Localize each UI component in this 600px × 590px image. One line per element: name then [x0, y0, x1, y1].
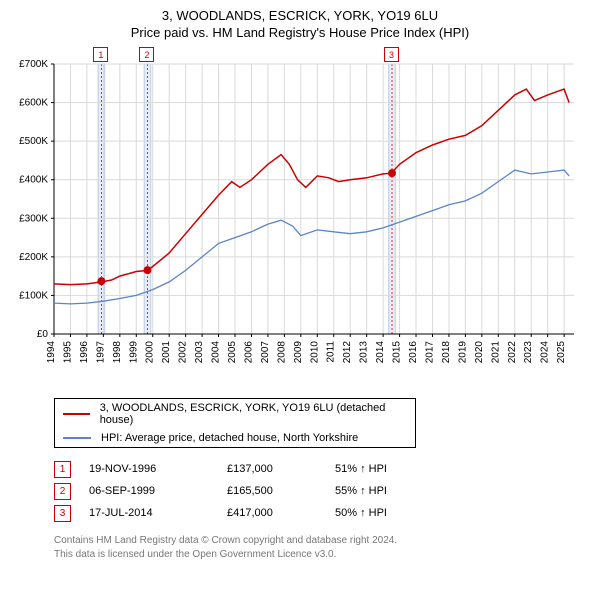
svg-text:£200K: £200K: [19, 252, 48, 263]
txn-price: £165,500: [227, 485, 317, 497]
txn-marker-icon: 1: [54, 461, 71, 478]
svg-text:2024: 2024: [540, 341, 551, 364]
svg-text:2022: 2022: [507, 341, 518, 364]
txn-hpi-delta: 55% ↑ HPI: [335, 485, 435, 497]
chart-container: 3, WOODLANDS, ESCRICK, YORK, YO19 6LU Pr…: [0, 0, 600, 574]
txn-hpi-delta: 50% ↑ HPI: [335, 507, 435, 519]
sale-marker-icon: 1: [93, 47, 108, 62]
svg-text:1997: 1997: [95, 341, 106, 364]
svg-text:2009: 2009: [293, 341, 304, 364]
svg-text:2015: 2015: [392, 341, 403, 364]
svg-text:£0: £0: [37, 329, 49, 340]
svg-text:2006: 2006: [243, 341, 254, 364]
txn-date: 06-SEP-1999: [89, 485, 209, 497]
chart-title-address: 3, WOODLANDS, ESCRICK, YORK, YO19 6LU: [12, 8, 588, 23]
chart-legend: 3, WOODLANDS, ESCRICK, YORK, YO19 6LU (d…: [54, 398, 416, 448]
svg-text:2001: 2001: [161, 341, 172, 364]
svg-text:2010: 2010: [309, 341, 320, 364]
svg-text:£700K: £700K: [19, 59, 48, 70]
legend-row-series2: HPI: Average price, detached house, Nort…: [55, 429, 415, 447]
footer-line-1: Contains HM Land Registry data © Crown c…: [54, 534, 588, 548]
svg-text:1996: 1996: [79, 341, 90, 364]
svg-text:£100K: £100K: [19, 290, 48, 301]
txn-price: £417,000: [227, 507, 317, 519]
sale-marker-icon: 3: [384, 47, 399, 62]
transaction-table: 1 19-NOV-1996 £137,000 51% ↑ HPI 2 06-SE…: [54, 458, 588, 524]
txn-hpi-delta: 51% ↑ HPI: [335, 463, 435, 475]
svg-text:2002: 2002: [178, 341, 189, 364]
legend-label-series2: HPI: Average price, detached house, Nort…: [101, 432, 358, 444]
txn-marker-icon: 2: [54, 483, 71, 500]
svg-text:1994: 1994: [46, 341, 57, 364]
chart-svg: £0 £100K £200K £300K £400K £500K £600K £700K 199…: [12, 46, 580, 374]
svg-text:2011: 2011: [326, 341, 337, 363]
svg-text:2021: 2021: [490, 341, 501, 364]
svg-text:1999: 1999: [128, 341, 139, 364]
svg-text:2005: 2005: [227, 341, 238, 364]
svg-text:2014: 2014: [375, 341, 386, 364]
chart-plot-area: £0 £100K £200K £300K £400K £500K £600K £700K 199…: [12, 46, 588, 374]
txn-price: £137,000: [227, 463, 317, 475]
table-row: 2 06-SEP-1999 £165,500 55% ↑ HPI: [54, 480, 588, 502]
chart-title-sub: Price paid vs. HM Land Registry's House …: [12, 25, 588, 40]
txn-date: 19-NOV-1996: [89, 463, 209, 475]
svg-text:2013: 2013: [359, 341, 370, 364]
svg-text:£400K: £400K: [19, 175, 48, 186]
table-row: 1 19-NOV-1996 £137,000 51% ↑ HPI: [54, 458, 588, 480]
svg-text:2008: 2008: [276, 341, 287, 364]
txn-marker-icon: 3: [54, 505, 71, 522]
svg-text:£500K: £500K: [19, 136, 48, 147]
svg-text:2019: 2019: [457, 341, 468, 364]
svg-text:2020: 2020: [474, 341, 485, 364]
svg-text:£600K: £600K: [19, 98, 48, 109]
svg-text:2023: 2023: [523, 341, 534, 364]
svg-text:2000: 2000: [145, 341, 156, 364]
footer-line-2: This data is licensed under the Open Gov…: [54, 548, 588, 562]
chart-footer: Contains HM Land Registry data © Crown c…: [54, 534, 588, 562]
svg-text:1998: 1998: [112, 341, 123, 364]
sale-marker-icon: 2: [139, 47, 154, 62]
svg-text:2016: 2016: [408, 341, 419, 364]
svg-text:2025: 2025: [556, 341, 567, 364]
svg-text:2017: 2017: [424, 341, 435, 364]
svg-text:£300K: £300K: [19, 213, 48, 224]
svg-text:2018: 2018: [441, 341, 452, 364]
legend-row-series1: 3, WOODLANDS, ESCRICK, YORK, YO19 6LU (d…: [55, 399, 415, 429]
svg-text:2003: 2003: [194, 341, 205, 364]
legend-swatch-series1: [63, 413, 90, 415]
svg-text:1995: 1995: [62, 341, 73, 364]
svg-text:2012: 2012: [342, 341, 353, 364]
table-row: 3 17-JUL-2014 £417,000 50% ↑ HPI: [54, 502, 588, 524]
svg-text:2004: 2004: [211, 341, 222, 364]
svg-text:2007: 2007: [260, 341, 271, 364]
legend-swatch-series2: [63, 437, 91, 439]
legend-label-series1: 3, WOODLANDS, ESCRICK, YORK, YO19 6LU (d…: [100, 402, 407, 426]
txn-date: 17-JUL-2014: [89, 507, 209, 519]
